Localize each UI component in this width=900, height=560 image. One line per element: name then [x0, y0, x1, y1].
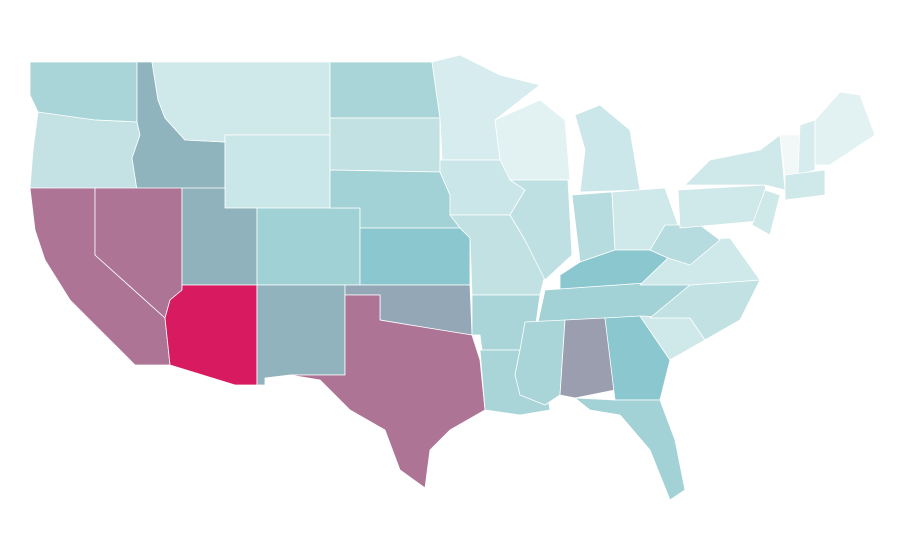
region — [604, 315, 671, 401]
region — [494, 99, 571, 181]
region — [574, 397, 686, 501]
region — [359, 227, 471, 286]
region — [164, 284, 258, 386]
region — [559, 317, 616, 399]
region — [574, 104, 641, 193]
region — [571, 191, 616, 263]
region — [797, 119, 816, 176]
region — [256, 284, 346, 386]
region — [784, 169, 826, 201]
region — [684, 134, 786, 191]
region — [256, 207, 361, 286]
region — [29, 111, 141, 191]
region — [289, 294, 486, 489]
region — [151, 61, 331, 143]
region — [509, 179, 573, 281]
region — [814, 91, 876, 166]
region — [224, 134, 331, 209]
region — [329, 117, 441, 173]
region — [329, 61, 441, 119]
region — [751, 189, 781, 236]
